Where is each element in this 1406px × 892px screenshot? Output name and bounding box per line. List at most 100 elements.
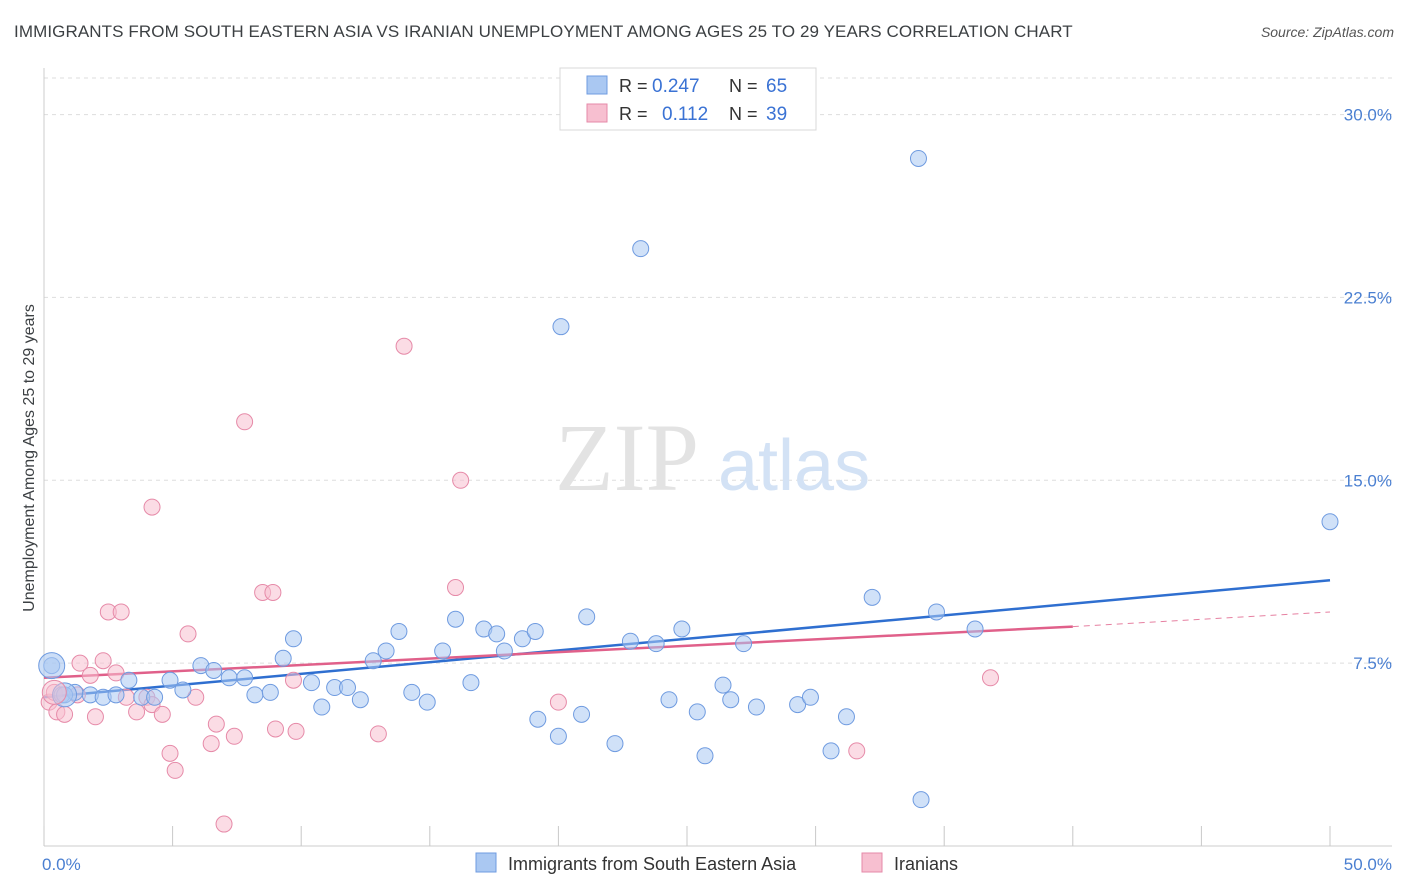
point-cluster-blue	[38, 652, 66, 680]
legend: R = 0.247 N = 65 R = 0.112 N = 39	[559, 67, 817, 131]
point-southeast-asia	[462, 674, 480, 692]
point-southeast-asia	[863, 588, 881, 606]
point-southeast-asia	[578, 608, 596, 626]
y-axis-title: Unemployment Among Ages 25 to 29 years	[21, 304, 38, 612]
point-southeast-asia	[1321, 513, 1339, 531]
point-southeast-asia	[606, 735, 624, 753]
y-tick-label: 22.5%	[1344, 288, 1392, 307]
legend-r-value-2: 0.112	[662, 104, 708, 125]
point-southeast-asia	[529, 710, 547, 728]
point-iranians	[452, 471, 470, 489]
point-iranians	[179, 625, 197, 643]
legend-n-value-2: 39	[766, 104, 787, 125]
source-label: Source: ZipAtlas.com	[1260, 24, 1394, 40]
point-southeast-asia	[146, 688, 164, 706]
watermark: ZIP atlas	[555, 404, 870, 511]
watermark-zip: ZIP	[555, 404, 699, 511]
point-iranians	[369, 725, 387, 743]
point-southeast-asia	[302, 674, 320, 692]
point-southeast-asia	[789, 696, 807, 714]
point-iranians	[56, 705, 74, 723]
bottom-legend-label-1: Immigrants from South Eastern Asia	[508, 854, 797, 874]
page-title: IMMIGRANTS FROM SOUTH EASTERN ASIA VS IR…	[14, 22, 1073, 41]
point-southeast-asia	[205, 661, 223, 679]
point-southeast-asia	[688, 703, 706, 721]
point-southeast-asia	[495, 642, 513, 660]
point-iranians	[225, 727, 243, 745]
point-southeast-asia	[912, 791, 930, 809]
point-southeast-asia	[434, 642, 452, 660]
point-southeast-asia	[351, 691, 369, 709]
point-southeast-asia	[284, 630, 302, 648]
x-tick-label: 0.0%	[42, 855, 81, 874]
point-iranians	[395, 337, 413, 355]
point-southeast-asia	[801, 688, 819, 706]
point-iranians	[128, 703, 146, 721]
point-iranians	[153, 705, 171, 723]
data-points	[38, 149, 1339, 833]
legend-swatch-pink	[586, 103, 608, 123]
point-southeast-asia	[246, 686, 264, 704]
point-iranians	[447, 579, 465, 597]
point-iranians	[215, 815, 233, 833]
point-southeast-asia	[822, 742, 840, 760]
point-southeast-asia	[660, 691, 678, 709]
tick-labels: 7.5% 15.0% 22.5% 30.0% 0.0% 50.0%	[42, 106, 1392, 874]
point-southeast-asia	[261, 683, 279, 701]
point-iranians	[112, 603, 130, 621]
point-southeast-asia	[488, 625, 506, 643]
legend-r-label-2: R =	[619, 104, 648, 124]
legend-swatch-blue	[586, 75, 608, 95]
point-southeast-asia	[236, 669, 254, 687]
point-southeast-asia	[647, 635, 665, 653]
point-iranians	[207, 715, 225, 733]
point-iranians	[264, 583, 282, 601]
point-iranians	[143, 498, 161, 516]
point-southeast-asia	[220, 669, 238, 687]
point-iranians	[284, 671, 302, 689]
point-iranians	[202, 735, 220, 753]
point-southeast-asia	[573, 705, 591, 723]
point-iranians	[86, 708, 104, 726]
legend-n-label-1: N =	[729, 76, 758, 96]
point-southeast-asia	[526, 622, 544, 640]
point-southeast-asia	[174, 681, 192, 699]
point-southeast-asia	[696, 747, 714, 765]
point-iranians	[81, 666, 99, 684]
y-tick-label: 15.0%	[1344, 471, 1392, 490]
trend-line-iranians	[1072, 611, 1331, 628]
point-iranians	[549, 693, 567, 711]
bottom-legend-swatch-blue	[475, 852, 497, 873]
point-southeast-asia	[274, 649, 292, 667]
axes	[43, 68, 1392, 847]
bottom-legend-label-2: Iranians	[894, 854, 958, 874]
point-southeast-asia	[747, 698, 765, 716]
point-cluster-pink	[41, 679, 67, 705]
point-southeast-asia	[714, 676, 732, 694]
point-southeast-asia	[513, 630, 531, 648]
point-iranians	[287, 722, 305, 740]
point-southeast-asia	[632, 240, 650, 258]
trend-line-southeast-asia	[43, 579, 1331, 699]
point-iranians	[236, 413, 254, 431]
point-southeast-asia	[837, 708, 855, 726]
point-southeast-asia	[927, 603, 945, 621]
point-southeast-asia	[549, 727, 567, 745]
point-southeast-asia	[338, 679, 356, 697]
point-southeast-asia	[313, 698, 331, 716]
point-iranians	[848, 742, 866, 760]
point-iranians	[94, 652, 112, 670]
legend-n-value-1: 65	[766, 76, 787, 97]
x-tick-label: 50.0%	[1344, 855, 1392, 874]
point-southeast-asia	[735, 635, 753, 653]
point-southeast-asia	[120, 671, 138, 689]
point-southeast-asia	[909, 149, 927, 167]
point-southeast-asia	[621, 632, 639, 650]
point-iranians	[981, 669, 999, 687]
point-southeast-asia	[377, 642, 395, 660]
legend-r-value-1: 0.247	[652, 76, 700, 97]
point-southeast-asia	[161, 671, 179, 689]
point-southeast-asia	[722, 691, 740, 709]
point-southeast-asia	[390, 622, 408, 640]
